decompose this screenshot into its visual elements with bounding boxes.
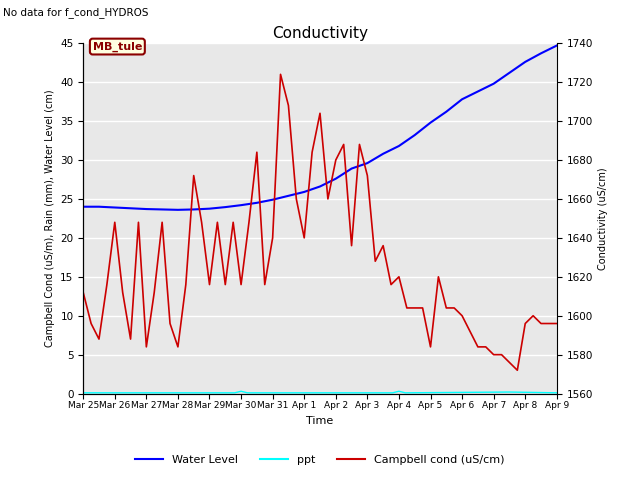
Legend: Water Level, ppt, Campbell cond (uS/cm): Water Level, ppt, Campbell cond (uS/cm) [131,451,509,469]
Text: No data for f_cond_HYDROS: No data for f_cond_HYDROS [3,7,148,18]
Text: MB_tule: MB_tule [93,41,142,52]
Y-axis label: Conductivity (uS/cm): Conductivity (uS/cm) [598,167,609,270]
Title: Conductivity: Conductivity [272,25,368,41]
X-axis label: Time: Time [307,416,333,426]
Y-axis label: Campbell Cond (uS/m), Rain (mm), Water Level (cm): Campbell Cond (uS/m), Rain (mm), Water L… [45,90,54,347]
